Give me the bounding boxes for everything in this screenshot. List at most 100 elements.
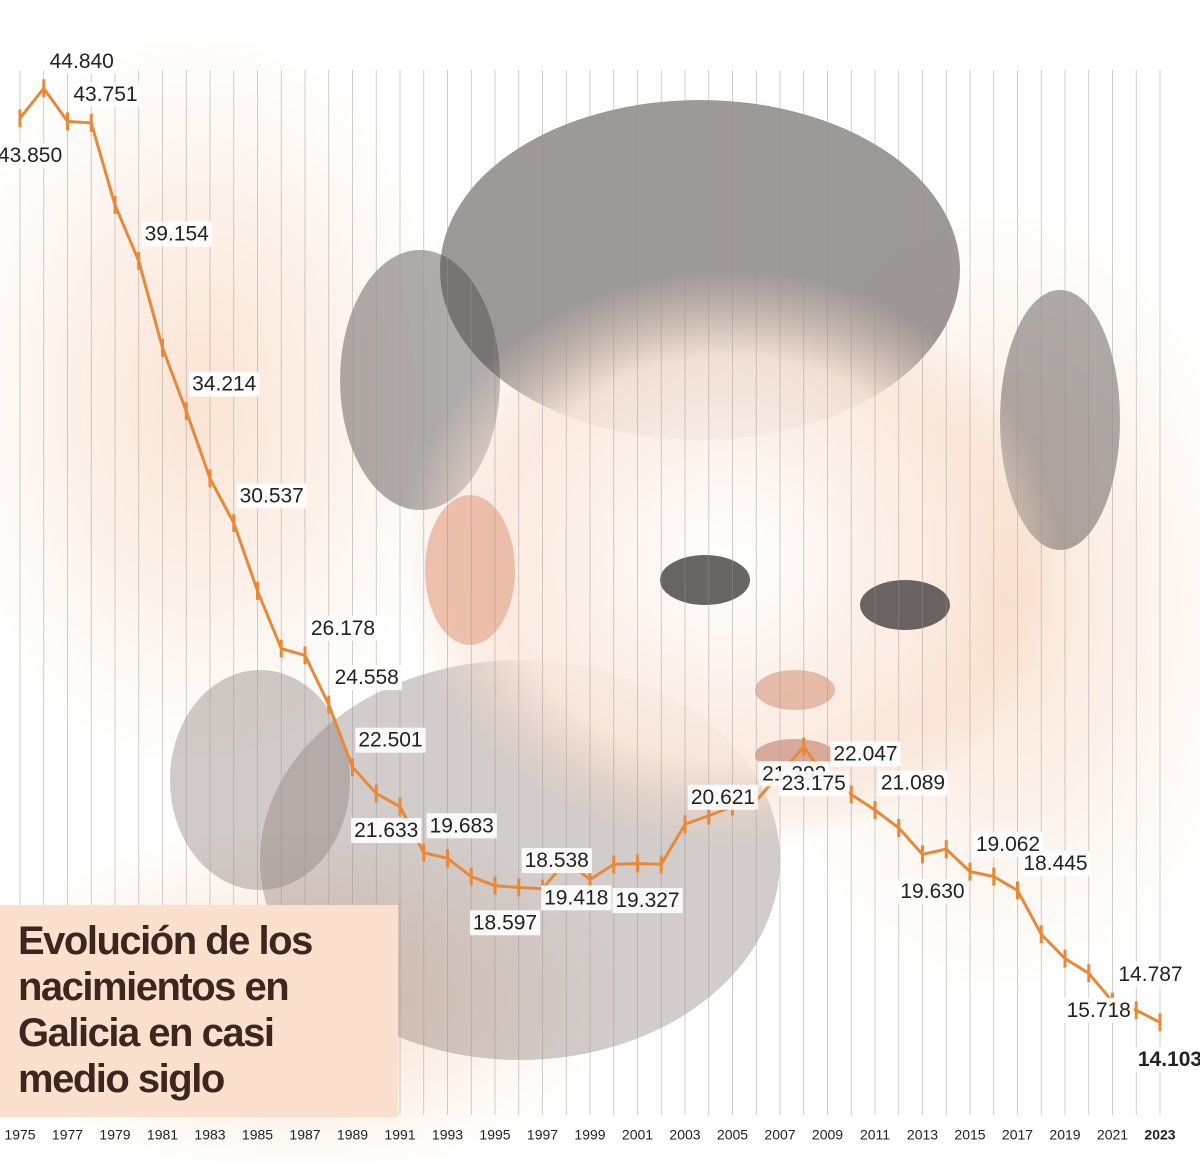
data-point xyxy=(446,849,449,868)
label-bg xyxy=(469,910,541,936)
x-tick-label: 1989 xyxy=(337,1127,368,1143)
data-label: 19.418 xyxy=(544,886,608,909)
data-point xyxy=(849,785,853,804)
data-point xyxy=(873,801,877,820)
label-bg xyxy=(141,221,213,247)
label-bg xyxy=(778,771,849,797)
data-label: 14.103 xyxy=(1138,1048,1200,1071)
data-label: 14.787 xyxy=(1118,963,1182,986)
data-point xyxy=(303,646,307,665)
data-point xyxy=(517,878,521,897)
data-label: 24.558 xyxy=(335,666,399,689)
x-tick-label: 2009 xyxy=(812,1127,843,1143)
x-tick-label: 2015 xyxy=(954,1127,985,1143)
data-label: 21.633 xyxy=(354,819,418,842)
data-label: 19.630 xyxy=(900,880,964,903)
data-point xyxy=(184,402,188,421)
data-point xyxy=(422,843,426,862)
data-point xyxy=(636,854,639,873)
x-tick-label: 1983 xyxy=(194,1127,225,1143)
label-bg xyxy=(541,885,612,911)
label-bg xyxy=(426,813,497,839)
data-point xyxy=(683,815,687,834)
data-point xyxy=(232,513,236,532)
data-label: 43.751 xyxy=(73,83,137,106)
x-tick-label: 2007 xyxy=(764,1127,795,1143)
data-label: 30.537 xyxy=(240,484,304,507)
data-point xyxy=(279,639,283,658)
data-point xyxy=(1016,881,1019,900)
label-bg xyxy=(236,483,307,509)
data-point xyxy=(398,797,402,816)
data-point xyxy=(802,737,806,756)
x-tick-label: 2023 xyxy=(1144,1127,1175,1143)
data-point xyxy=(89,113,93,132)
data-point xyxy=(351,758,354,777)
data-label: 19.327 xyxy=(615,889,679,912)
data-label: 44.840 xyxy=(50,50,114,73)
label-bg xyxy=(1063,997,1134,1023)
data-point xyxy=(161,338,164,357)
data-point xyxy=(897,818,901,837)
label-bg xyxy=(0,142,66,168)
label-bg xyxy=(1115,962,1186,988)
label-bg xyxy=(1020,850,1091,876)
label-bg xyxy=(830,741,901,767)
data-point xyxy=(588,870,592,889)
label-bg xyxy=(521,848,592,874)
x-tick-label: 1979 xyxy=(99,1127,130,1143)
data-point xyxy=(612,855,616,874)
data-label: 18.538 xyxy=(525,849,589,872)
label-bg xyxy=(897,878,968,904)
data-point xyxy=(66,112,69,131)
label-bg xyxy=(355,727,426,753)
x-tick-label: 2017 xyxy=(1002,1127,1033,1143)
label-bg xyxy=(687,784,759,810)
data-point xyxy=(113,195,117,214)
label-bg xyxy=(307,615,379,641)
data-point xyxy=(42,79,46,98)
data-label: 21.089 xyxy=(881,772,945,795)
label-bg xyxy=(46,48,117,74)
title-box xyxy=(0,905,398,1117)
x-tick-label: 1981 xyxy=(147,1127,178,1143)
label-bg xyxy=(331,665,402,691)
data-label: 39.154 xyxy=(145,223,210,246)
x-tick-label: 1975 xyxy=(4,1127,35,1143)
x-tick-label: 2021 xyxy=(1097,1127,1128,1143)
data-label: 20.621 xyxy=(691,786,755,809)
data-label: 23.175 xyxy=(782,772,846,795)
data-point xyxy=(944,840,948,859)
x-tick-label: 1993 xyxy=(432,1127,463,1143)
data-label: 19.062 xyxy=(976,833,1040,856)
data-point xyxy=(469,867,473,886)
data-label: 15.718 xyxy=(1067,999,1131,1022)
chart-title: Evolución de los nacimientos en Galicia … xyxy=(18,919,313,1101)
data-point xyxy=(1063,949,1067,968)
x-tick-label: 1995 xyxy=(479,1127,510,1143)
data-label: 43.850 xyxy=(0,144,62,167)
data-point xyxy=(327,695,331,714)
x-tick-label: 1997 xyxy=(527,1127,558,1143)
data-point xyxy=(1134,1001,1138,1020)
label-bg xyxy=(351,818,422,844)
label-bg xyxy=(189,371,260,397)
data-label: 22.501 xyxy=(358,729,422,752)
x-tick-label: 2019 xyxy=(1049,1127,1080,1143)
data-label: 22.047 xyxy=(833,742,897,765)
data-point xyxy=(1158,1013,1162,1032)
x-tick-label: 1999 xyxy=(574,1127,605,1143)
label-bg xyxy=(612,888,683,914)
data-point xyxy=(992,867,996,886)
label-bg xyxy=(1134,1046,1200,1072)
data-label: 26.178 xyxy=(311,617,375,640)
data-point xyxy=(137,252,141,271)
data-point xyxy=(493,876,497,895)
data-label: 18.445 xyxy=(1023,852,1087,875)
data-point xyxy=(208,469,212,488)
x-tick-label: 1977 xyxy=(52,1127,83,1143)
data-label: 34.214 xyxy=(192,373,257,396)
data-point xyxy=(659,855,663,874)
